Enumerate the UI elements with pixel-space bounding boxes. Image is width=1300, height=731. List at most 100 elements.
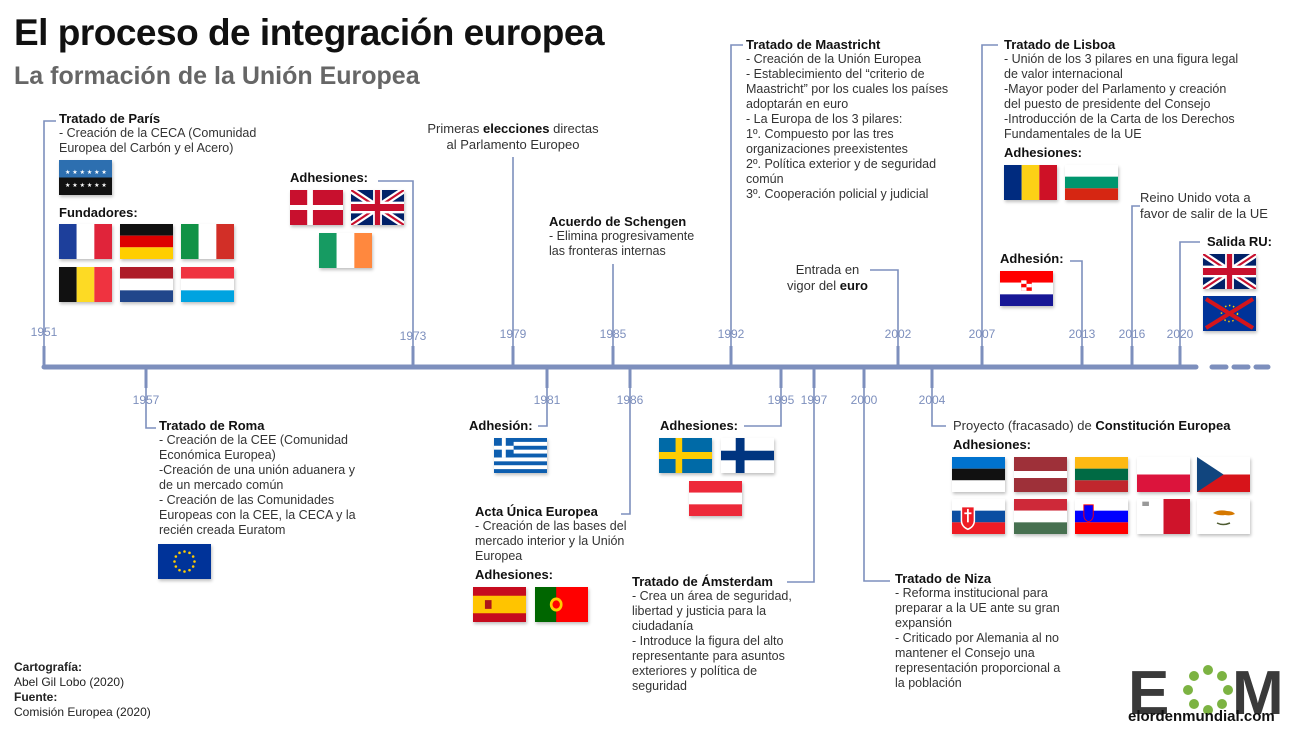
flag-uk	[351, 190, 404, 225]
connector-2007	[981, 44, 998, 367]
text-line: del puesto de presidente del Consejo	[1004, 97, 1211, 111]
flag-spain	[473, 587, 526, 622]
text-line: - Creación de la CEE (Comunidad	[159, 433, 348, 447]
year-label-1973: 1973	[400, 329, 427, 343]
event-elecciones: Primeras elecciones directas al Parlamen…	[427, 121, 599, 152]
event-roma-text: - Creación de la CEE (Comunidad Económica…	[159, 433, 356, 538]
year-label-2013: 2013	[1069, 327, 1096, 341]
text-line: la población	[895, 676, 962, 690]
credits-cartography-label: Cartografía:	[14, 660, 83, 674]
text-line: adoptarán en euro	[746, 97, 849, 111]
timeline-lines	[41, 44, 1271, 583]
text-line: Europea	[475, 549, 523, 563]
flag-ireland	[319, 233, 372, 268]
event-amsterdam-text: - Crea un área de seguridad, libertad y j…	[632, 589, 792, 694]
eom-logo: E M	[1128, 659, 1284, 728]
text-line: mantener el Consejo una	[895, 646, 1035, 660]
year-label-2007: 2007	[969, 327, 996, 341]
flag-ceca: ★ ★ ★ ★ ★ ★ ★ ★ ★ ★ ★ ★	[59, 160, 112, 195]
connector-2020	[1179, 241, 1200, 367]
event-constitucion: Proyecto (fracasado) de Constitución Eur…	[953, 418, 1231, 433]
connector-1997	[787, 367, 815, 583]
adhesions-1973-label: Adhesiones:	[290, 170, 369, 185]
event-roma-title: Tratado de Roma	[159, 418, 265, 433]
svg-text:★ ★ ★ ★ ★ ★: ★ ★ ★ ★ ★ ★	[65, 169, 107, 176]
text-line: común	[746, 172, 784, 186]
year-label-2020: 2020	[1167, 327, 1194, 341]
event-acta-title: Acta Única Europea	[475, 504, 598, 519]
logo-o-ring	[1183, 665, 1233, 715]
uk-exit-label: Salida RU:	[1207, 234, 1273, 249]
flag-croatia	[1000, 271, 1053, 306]
text-line: libertad y justicia para la	[632, 604, 767, 618]
text-line: Fundamentales de la UE	[1004, 127, 1142, 141]
credits-source-value: Comisión Europea (2020)	[14, 705, 151, 719]
flag-austria	[689, 481, 742, 516]
flag-slovakia	[952, 499, 1005, 534]
event-acta-text: - Creación de las bases del mercado inter…	[475, 519, 626, 564]
event-maastricht-text: - Creación de la Unión Europea - Establec…	[746, 52, 948, 202]
credits-cartography-value: Abel Gil Lobo (2020)	[14, 675, 125, 689]
text-line: representante para asuntos	[632, 649, 785, 663]
text-line: 3º. Cooperación policial y judicial	[746, 187, 929, 201]
founders-label: Fundadores:	[59, 205, 138, 220]
adhesions-1986-label: Adhesiones:	[475, 567, 554, 582]
text-line: de un mercado común	[159, 478, 284, 492]
text-line: - Introduce la figura del alto	[632, 634, 784, 648]
svg-text:★ ★ ★ ★ ★ ★: ★ ★ ★ ★ ★ ★	[65, 182, 107, 189]
text-line: seguridad	[632, 679, 687, 693]
text-line: de valor internacional	[1004, 67, 1123, 81]
event-roma: Tratado de Roma - Creación de la CEE (Co…	[159, 418, 356, 538]
year-label-1979: 1979	[500, 327, 527, 341]
text-line: - Creación de la CECA (Comunidad	[59, 126, 257, 140]
flag-greece	[494, 438, 547, 473]
year-label-1997: 1997	[801, 393, 828, 407]
text-line: - Creación de las Comunidades	[159, 493, 335, 507]
year-label-1981: 1981	[534, 393, 561, 407]
logo-site: elordenmundial.com	[1128, 708, 1275, 725]
text-line: preparar a la UE ante su gran	[895, 601, 1060, 615]
event-amsterdam: Tratado de Ámsterdam - Crea un área de s…	[632, 574, 792, 694]
flag-slovenia	[1075, 499, 1128, 534]
year-label-1985: 1985	[600, 327, 627, 341]
text-line: - Establecimiento del “criterio de	[746, 67, 925, 81]
flag-czechia	[1197, 457, 1250, 492]
logo-letter-m: M	[1232, 659, 1284, 728]
event-niza-title: Tratado de Niza	[895, 571, 992, 586]
text-line: 1º. Compuesto por las tres	[746, 127, 894, 141]
flag-sweden	[659, 438, 712, 473]
text-line: - Criticado por Alemania al no	[895, 631, 1059, 645]
event-maastricht-title: Tratado de Maastricht	[746, 37, 881, 52]
connector-1986	[621, 367, 631, 515]
text-line: - Creación de las bases del	[475, 519, 627, 533]
connector-2002	[870, 269, 899, 367]
flag-uk-exit	[1203, 254, 1256, 289]
year-label-1951: 1951	[31, 325, 58, 339]
text-line: - La Europa de los 3 pilares:	[746, 112, 903, 126]
text-line: - Unión de los 3 pilares en una figura l…	[1004, 52, 1239, 66]
adhesion-2013-label: Adhesión:	[1000, 251, 1064, 266]
flag-latvia	[1014, 457, 1067, 492]
event-paris-title: Tratado de París	[59, 111, 161, 126]
event-lisboa-text: - Unión de los 3 pilares en una figura l…	[1004, 52, 1238, 142]
text-line: -Creación de una unión aduanera y	[159, 463, 355, 477]
page-subtitle: La formación de la Unión Europea	[14, 62, 420, 90]
flag-romania	[1004, 165, 1057, 200]
flag-belgium	[59, 267, 112, 302]
text-line: recién creada Euratom	[159, 523, 286, 537]
text-line: 2º. Política exterior y de seguridad	[746, 157, 937, 171]
year-label-1995: 1995	[768, 393, 795, 407]
year-label-1986: 1986	[617, 393, 644, 407]
text-line: Europea del Carbón y el Acero)	[59, 141, 234, 155]
flag-hungary	[1014, 499, 1067, 534]
event-schengen-text: - Elimina progresivamente las fronteras i…	[549, 229, 694, 259]
flag-luxembourg	[181, 267, 234, 302]
flag-eu-crossed	[1203, 296, 1256, 331]
event-amsterdam-title: Tratado de Ámsterdam	[632, 574, 773, 589]
event-paris: Tratado de París - Creación de la CECA (…	[59, 111, 256, 156]
text-line: Económica Europea)	[159, 448, 276, 462]
text-line: expansión	[895, 616, 952, 630]
credits: Cartografía: Abel Gil Lobo (2020) Fuente…	[14, 660, 151, 720]
